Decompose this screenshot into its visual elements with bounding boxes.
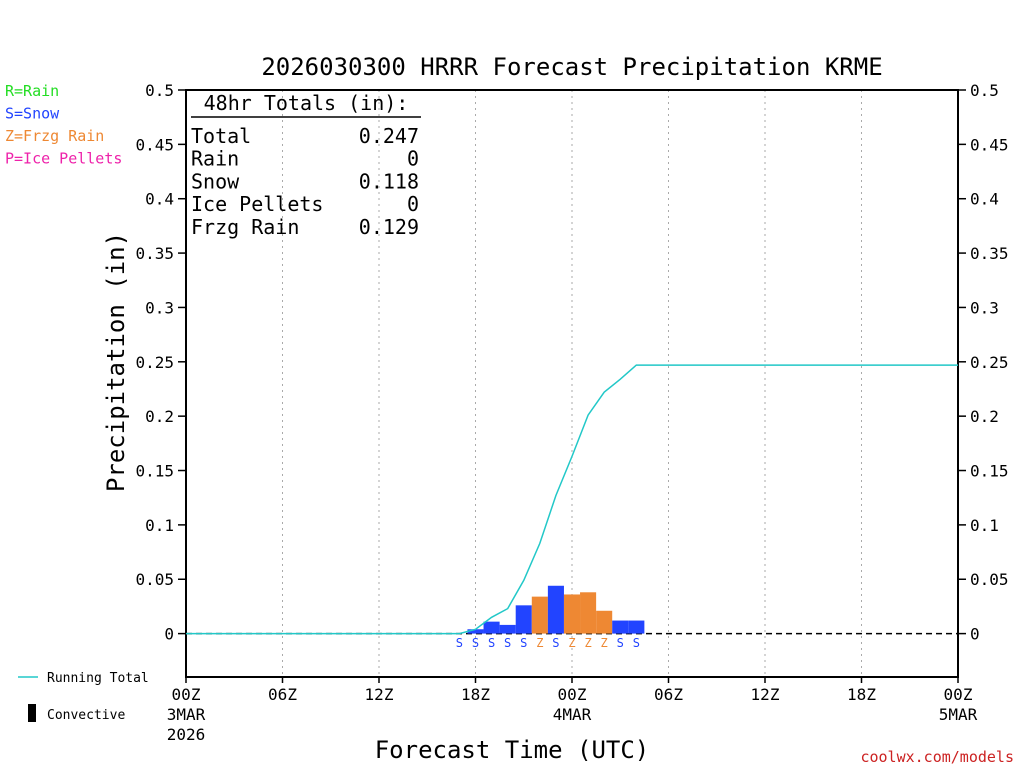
y-tick-label-right-9: 0.45	[970, 135, 1009, 154]
type-label-1: S	[472, 636, 479, 650]
type-legend-1: S=Snow	[5, 105, 60, 123]
precip-bar-9	[596, 610, 613, 634]
y-tick-label-left-0: 0	[164, 625, 174, 644]
totals-row-label-0: Total	[191, 124, 251, 148]
x-tick-date-4: 4MAR	[553, 705, 592, 724]
y-tick-label-right-6: 0.3	[970, 298, 999, 317]
type-legend-0: R=Rain	[5, 82, 59, 100]
type-label-7: Z	[568, 636, 575, 650]
totals-rows: Total 0.247 Rain 0 Snow 0.118 Ice Pellets 0 Frzg…	[191, 124, 419, 239]
x-axis-label: Forecast Time (UTC)	[375, 736, 650, 764]
y-tick-label-left-9: 0.45	[135, 135, 174, 154]
convective-legend-label: Convective	[47, 708, 125, 723]
y-tick-label-left-6: 0.3	[145, 298, 174, 317]
totals-header: 48hr Totals (in):	[204, 91, 409, 115]
x-tick-label-3: 18Z	[461, 685, 490, 704]
type-label-3: S	[504, 636, 511, 650]
x-tick-year-0: 2026	[167, 725, 206, 744]
type-label-5: Z	[536, 636, 543, 650]
bottom-legend: Running Total Convective	[18, 671, 149, 723]
x-tick-label-1: 06Z	[268, 685, 297, 704]
x-tick-label-8: 00Z	[944, 685, 973, 704]
y-tick-label-right-0: 0	[970, 625, 980, 644]
precip-bars	[467, 585, 645, 634]
credit-text: coolwx.com/models	[860, 748, 1014, 766]
x-tick-label-0: 00Z	[172, 685, 201, 704]
type-label-10: S	[617, 636, 624, 650]
precip-bar-2	[483, 621, 500, 634]
totals-row-value-0: 0.247	[359, 124, 419, 148]
totals-row-label-3: Ice Pellets	[191, 192, 323, 216]
y-tick-label-left-2: 0.1	[145, 516, 174, 535]
totals-row-label-2: Snow	[191, 169, 240, 193]
y-tick-label-left-8: 0.4	[145, 190, 174, 209]
y-tick-label-left-7: 0.35	[135, 244, 174, 263]
precip-bar-3	[499, 624, 516, 634]
type-legend-2: Z=Frzg Rain	[5, 127, 104, 145]
y-tick-label-left-3: 0.15	[135, 462, 174, 481]
precip-bar-6	[547, 585, 564, 634]
y-tick-label-right-1: 0.05	[970, 570, 1009, 589]
type-label-0: S	[456, 636, 463, 650]
y-tick-label-right-10: 0.5	[970, 81, 999, 100]
precip-bar-8	[580, 592, 597, 634]
y-tick-label-right-3: 0.15	[970, 462, 1009, 481]
y-tick-label-left-5: 0.25	[135, 353, 174, 372]
precip-bar-4	[515, 605, 532, 634]
y-tick-label-right-4: 0.2	[970, 407, 999, 426]
precip-bar-7	[563, 594, 581, 634]
convective-legend-swatch	[28, 704, 36, 722]
y-tick-label-left-10: 0.5	[145, 81, 174, 100]
y-tick-label-right-5: 0.25	[970, 353, 1009, 372]
precip-bar-10	[612, 620, 629, 634]
type-label-11: S	[633, 636, 640, 650]
totals-row-value-4: 0.129	[359, 215, 419, 239]
chart-title: 2026030300 HRRR Forecast Precipitation K…	[261, 53, 882, 81]
totals-row-label-1: Rain	[191, 147, 239, 171]
y-axis-right: 0 0.05 0.1 0.15 0.2 0.25 0.3 0.35 0.4 0.45 0.5	[958, 81, 1009, 644]
running-total-line	[186, 364, 958, 635]
x-tick-date-8: 5MAR	[939, 705, 978, 724]
y-tick-label-right-7: 0.35	[970, 244, 1009, 263]
y-tick-label-right-8: 0.4	[970, 190, 999, 209]
precip-bar-1	[467, 629, 484, 634]
totals-box: 48hr Totals (in): Total 0.247 Rain 0 Snow 0.1…	[191, 91, 421, 239]
y-axis-label: Precipitation (in)	[102, 232, 130, 492]
type-label-4: S	[520, 636, 527, 650]
y-axis-left: 0 0.05 0.1 0.15 0.2 0.25 0.3 0.35 0.4 0.45 0.5	[135, 81, 186, 644]
x-tick-label-2: 12Z	[365, 685, 394, 704]
totals-row-value-3: 0	[407, 192, 419, 216]
type-legend-3: P=Ice Pellets	[5, 150, 122, 168]
x-tick-date-0: 3MAR	[167, 705, 206, 724]
precip-bar-11	[628, 620, 645, 634]
type-label-8: Z	[584, 636, 591, 650]
x-tick-label-7: 18Z	[847, 685, 876, 704]
totals-row-value-2: 0.118	[359, 169, 419, 193]
vertical-gridlines	[282, 90, 862, 677]
y-tick-label-left-4: 0.2	[145, 407, 174, 426]
type-label-2: S	[488, 636, 495, 650]
y-tick-label-right-2: 0.1	[970, 516, 999, 535]
x-tick-label-6: 12Z	[751, 685, 780, 704]
x-tick-label-4: 00Z	[558, 685, 587, 704]
running-total-legend-label: Running Total	[47, 671, 149, 686]
x-tick-label-5: 06Z	[654, 685, 683, 704]
precip-bar-5	[531, 596, 548, 634]
totals-row-value-1: 0	[407, 147, 419, 171]
type-label-6: S	[552, 636, 559, 650]
y-tick-label-left-1: 0.05	[135, 570, 174, 589]
precip-type-legend: R=Rain S=Snow Z=Frzg Rain P=Ice Pellets	[5, 82, 122, 168]
totals-row-label-4: Frzg Rain	[191, 215, 299, 239]
type-label-9: Z	[601, 636, 608, 650]
